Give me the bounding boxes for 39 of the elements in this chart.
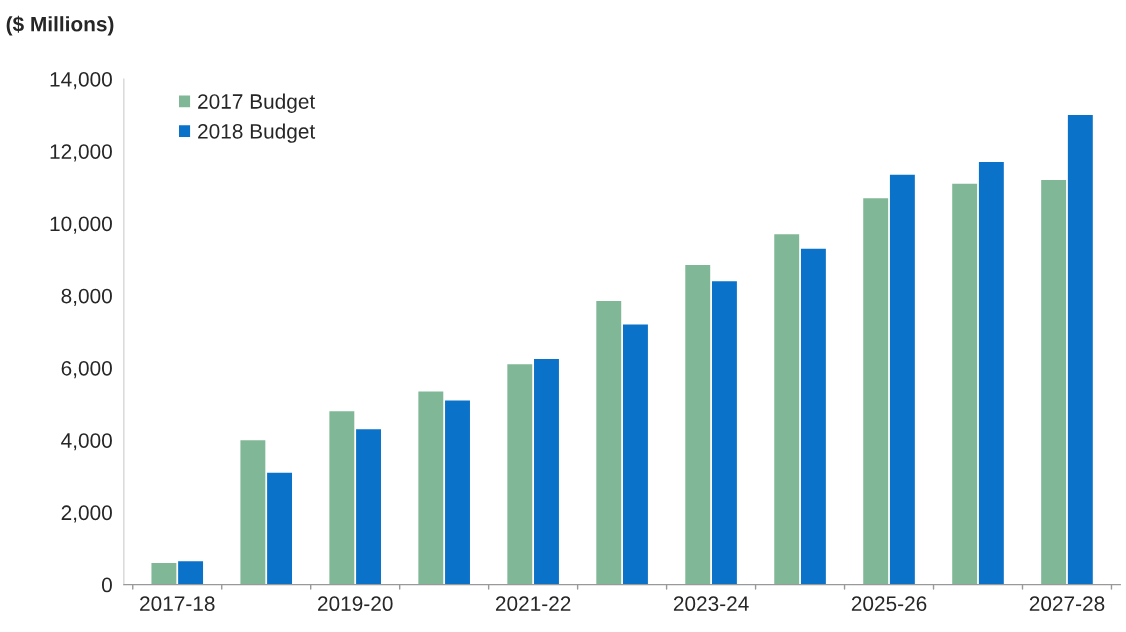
x-tick-label: 2027-28 (1029, 596, 1105, 612)
y-tick-label: 0 (101, 577, 112, 593)
bar (978, 162, 1004, 585)
legend-label: 2017 Budget (198, 93, 316, 113)
x-tick-label: 2025-26 (851, 596, 927, 612)
x-tick-label: 2021-22 (495, 596, 571, 612)
y-axis-title: ($ Millions) (6, 15, 114, 36)
bar (685, 264, 711, 585)
bar (774, 234, 800, 585)
bar (151, 562, 177, 585)
bar (445, 400, 470, 585)
bar (240, 440, 266, 585)
bar (623, 324, 648, 585)
bar (711, 281, 737, 585)
bar (596, 301, 622, 585)
y-tick-label: 12,000 (50, 144, 112, 162)
bar (800, 248, 826, 585)
y-tick-label: 14,000 (50, 72, 112, 90)
y-tick-label: 6,000 (61, 360, 112, 379)
bar (952, 183, 978, 585)
y-tick-label: 4,000 (61, 433, 112, 451)
bar (356, 429, 381, 585)
x-tick-label: 2023-24 (673, 596, 749, 612)
bar (1067, 115, 1093, 585)
bar (1041, 180, 1067, 585)
bar (329, 411, 355, 585)
y-tick-label: 2,000 (61, 505, 112, 523)
x-tick-label: 2017-18 (140, 596, 215, 612)
bar (418, 391, 444, 585)
bar (178, 561, 204, 585)
x-tick-label: 2019-20 (318, 596, 393, 612)
bar (863, 198, 889, 585)
y-tick-label: 8,000 (61, 288, 112, 306)
bar (267, 472, 293, 585)
bar (889, 174, 915, 585)
bar (507, 364, 533, 585)
legend-label: 2018 Budget (198, 123, 316, 143)
y-tick-label: 10,000 (50, 216, 112, 234)
bar (534, 358, 559, 585)
